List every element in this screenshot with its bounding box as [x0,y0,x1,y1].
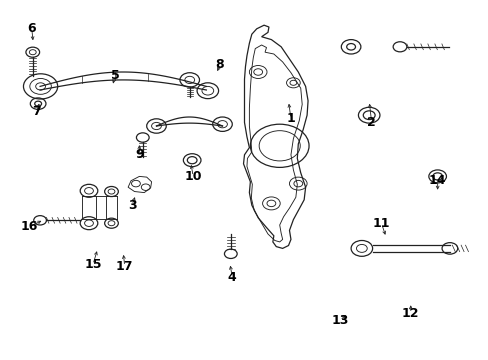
Text: 13: 13 [330,314,348,327]
Text: 2: 2 [366,116,375,129]
Text: 1: 1 [286,112,295,125]
Text: 5: 5 [110,69,119,82]
Text: 15: 15 [84,258,102,271]
Text: 9: 9 [135,148,143,161]
Text: 12: 12 [401,307,419,320]
Text: 3: 3 [127,199,136,212]
Text: 16: 16 [20,220,38,233]
Text: 4: 4 [227,271,236,284]
Text: 14: 14 [428,174,446,186]
Text: 6: 6 [27,22,36,35]
Text: 8: 8 [215,58,224,71]
Text: 10: 10 [184,170,202,183]
Text: 17: 17 [116,260,133,273]
Text: 11: 11 [372,217,389,230]
Text: 7: 7 [32,105,41,118]
